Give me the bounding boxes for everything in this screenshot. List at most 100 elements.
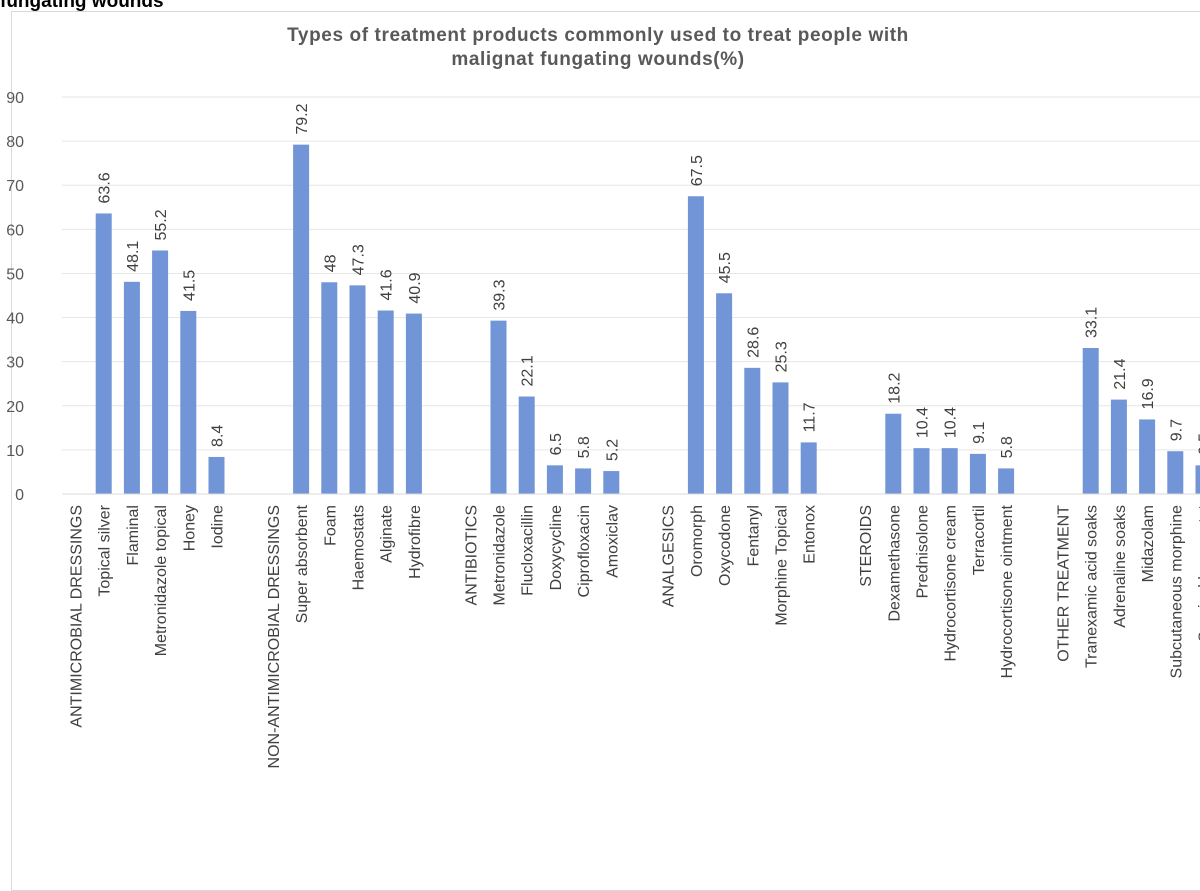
x-tick-label: Metronidazole (492, 505, 509, 606)
y-tick-label: 70 (6, 178, 24, 195)
y-tick-label: 30 (6, 355, 24, 372)
x-tick-label: Oromorph (689, 505, 706, 577)
x-tick-label: Haemostats (351, 505, 368, 590)
data-label: 63.6 (97, 172, 114, 203)
x-tick-label: Metronidazole topical (153, 505, 170, 656)
data-labels: 63.6 48.1 55.2 41.5 8.4 79.2 48 47.3 41.6 40.9 39.… (97, 103, 1200, 461)
bar (1139, 419, 1155, 494)
bar (744, 368, 760, 494)
x-tick-label: Morphine Topical (774, 505, 791, 626)
data-label: 22.1 (520, 355, 537, 386)
data-label: 41.6 (379, 269, 396, 300)
bar (209, 457, 225, 494)
data-label: 18.2 (886, 372, 903, 403)
x-tick-label: ANALGESICS (661, 505, 678, 607)
bar (1196, 465, 1200, 494)
x-tick-label: Foam (322, 505, 339, 546)
x-tick-label: NON-ANTIMICROBIAL DRESSINGS (266, 505, 283, 768)
bar (575, 468, 591, 494)
bar (885, 414, 901, 494)
data-label: 8.4 (210, 425, 227, 447)
x-axis: ANTIMICROBIAL DRESSINGS Topical silver Fla… (62, 494, 1200, 768)
data-label: 67.5 (689, 155, 706, 186)
bar (914, 448, 930, 494)
data-label: 39.3 (492, 279, 509, 310)
bar (716, 293, 732, 494)
data-label: 5.2 (604, 439, 621, 461)
x-tick-label: ANTIMICROBIAL DRESSINGS (69, 505, 86, 728)
data-label: 5.8 (999, 436, 1016, 458)
bar (1083, 348, 1099, 494)
chart-title-line: Types of treatment products commonly use… (287, 25, 909, 46)
data-label: 48 (322, 254, 339, 272)
data-label: 55.2 (153, 209, 170, 240)
data-label: 48.1 (125, 241, 142, 272)
bar (603, 471, 619, 494)
x-tick-label: STEROIDS (858, 505, 875, 587)
bar (547, 465, 563, 494)
x-tick-label: Honey (181, 505, 198, 551)
bars (96, 145, 1200, 494)
data-label: 47.3 (351, 244, 368, 275)
chart-title: Types of treatment products commonly use… (287, 25, 909, 70)
bar (152, 251, 168, 494)
bar (773, 382, 789, 494)
bar (1167, 451, 1183, 494)
data-label: 6.5 (1197, 433, 1200, 455)
bar (350, 285, 366, 494)
data-label: 40.9 (407, 272, 424, 303)
x-tick-label: Amoxiclav (604, 505, 621, 578)
data-label: 79.2 (294, 103, 311, 134)
data-label: 10.4 (915, 407, 932, 438)
bar (998, 468, 1014, 494)
bar (519, 397, 535, 494)
y-tick-label: 40 (6, 311, 24, 328)
bar (321, 282, 337, 494)
data-label: 9.1 (971, 422, 988, 444)
y-tick-label: 60 (6, 222, 24, 239)
data-label: 9.7 (1168, 419, 1185, 441)
data-label: 33.1 (1084, 307, 1101, 338)
data-label: 41.5 (181, 270, 198, 301)
data-label: 28.6 (745, 327, 762, 358)
bar (406, 314, 422, 494)
x-tick-label: Hydrofibre (407, 505, 424, 579)
x-tick-label: Surgical haemostat (1197, 504, 1200, 642)
data-label: 16.9 (1140, 378, 1157, 409)
x-tick-label: Iodine (210, 505, 227, 549)
x-tick-label: ANTIBIOTICS (463, 505, 480, 605)
bar (491, 321, 507, 494)
bar (378, 310, 394, 494)
bar (1111, 400, 1127, 494)
x-tick-label: Ciprofloxacin (576, 505, 593, 597)
y-tick-label: 90 (6, 90, 24, 107)
x-tick-label: Prednisolone (915, 505, 932, 599)
bar (124, 282, 140, 494)
y-tick-label: 0 (15, 487, 24, 504)
bar (180, 311, 196, 494)
bar (942, 448, 958, 494)
chart-title-line: malignat fungating wounds(%) (451, 49, 744, 70)
data-label: 5.8 (576, 436, 593, 458)
x-tick-label: OTHER TREATMENT (1056, 505, 1073, 662)
y-tick-label: 20 (6, 399, 24, 416)
x-tick-label: Flaminal (125, 505, 142, 565)
x-tick-label: Entonox (802, 505, 819, 564)
gridlines (62, 97, 1200, 450)
x-tick-label: Subcutaneous morphine (1168, 505, 1185, 679)
x-tick-label: Terracortil (971, 505, 988, 575)
y-tick-label: 80 (6, 134, 24, 151)
bar (96, 213, 112, 494)
x-tick-label: Tranexamic acid soaks (1084, 505, 1101, 668)
x-tick-label: Dexamethasone (886, 505, 903, 622)
data-label: 25.3 (774, 341, 791, 372)
bar (293, 145, 309, 494)
bar (801, 442, 817, 494)
data-label: 45.5 (717, 252, 734, 283)
data-label: 11.7 (802, 402, 819, 432)
x-tick-label: Hydrocortisone cream (943, 505, 960, 662)
x-tick-label: Topical silver (97, 504, 114, 596)
y-tick-label: 10 (6, 443, 24, 460)
